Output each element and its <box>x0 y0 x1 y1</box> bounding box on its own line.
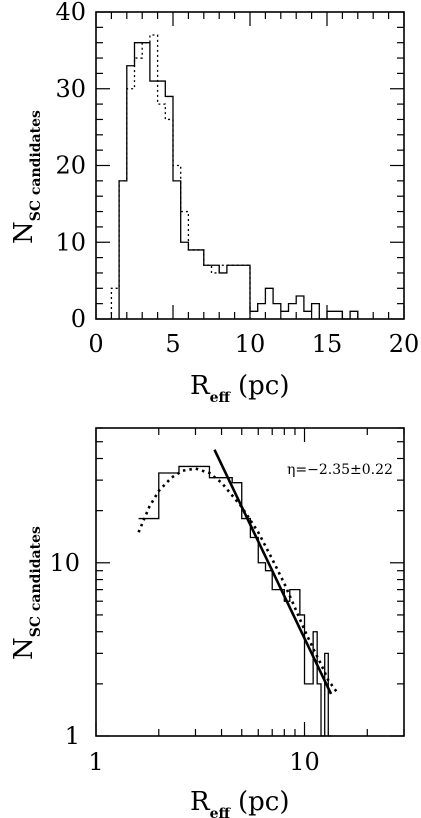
bottom-plot-frame <box>95 427 405 737</box>
top-histogram-panel: 0 5 10 15 20 0 10 20 30 40 Reff (pc) NSC candidat… <box>9 0 419 406</box>
histogram-bar <box>158 81 166 319</box>
y-tick-label: 20 <box>55 152 86 180</box>
histogram-bar <box>304 311 312 319</box>
histogram-bar <box>312 304 320 319</box>
top-ticks <box>95 11 405 320</box>
y-tick-label: 1 <box>65 722 80 750</box>
histogram-bar <box>296 296 304 319</box>
bottom-fit-lines <box>137 449 340 695</box>
x-tick-label: 10 <box>289 748 320 776</box>
histogram-bar <box>135 43 143 319</box>
histogram-bar <box>165 96 173 319</box>
x-tick-label: 5 <box>165 330 180 358</box>
x-tick-label: 20 <box>389 330 420 358</box>
x-tick-label: 1 <box>88 748 103 776</box>
top-solid-histogram <box>118 42 359 320</box>
bottom-solid-histogram <box>138 465 332 737</box>
histogram-bar <box>181 242 189 319</box>
histogram-bar <box>265 288 273 319</box>
histogram-bar <box>235 265 243 319</box>
histogram-outline <box>118 42 359 320</box>
y-tick-label: 10 <box>49 549 80 577</box>
slope-annotation: η=−2.35±0.22 <box>287 462 393 478</box>
histogram-bar <box>212 265 220 319</box>
histogram-bar <box>289 304 297 319</box>
power-law-fit-line <box>213 449 333 695</box>
histogram-bar <box>250 311 258 319</box>
histogram-bar <box>227 265 235 319</box>
histogram-bar <box>188 250 196 319</box>
bottom-ticks <box>95 427 405 737</box>
histogram-bar <box>273 304 281 319</box>
histogram-bar <box>327 311 335 319</box>
histogram-bar <box>119 181 127 319</box>
bottom-x-axis-label: Reff (pc) <box>190 787 289 818</box>
y-tick-label: 0 <box>71 305 86 333</box>
histogram-outline <box>138 465 332 737</box>
x-tick-label: 15 <box>312 330 343 358</box>
histogram-bar <box>142 43 150 319</box>
y-tick-label: 10 <box>55 228 86 256</box>
histogram-bar <box>173 181 181 319</box>
histogram-bar <box>350 311 358 319</box>
x-tick-label: 0 <box>88 330 103 358</box>
y-tick-label: 30 <box>55 75 86 103</box>
bottom-x-tick-labels: 1 10 <box>88 748 319 776</box>
bottom-loglog-panel: 1 10 1 10 η=−2.35±0.22 Reff (pc) NSC candid… <box>9 427 405 818</box>
histogram-bar <box>242 265 250 319</box>
histogram-bar <box>258 304 266 319</box>
histogram-bar <box>150 81 158 319</box>
top-x-tick-labels: 0 5 10 15 20 <box>88 330 419 358</box>
histogram-bar <box>281 311 289 319</box>
dotted-model-curve <box>137 467 340 695</box>
histogram-bar <box>335 311 343 319</box>
histogram-bar <box>204 265 212 319</box>
histogram-bar <box>111 288 119 319</box>
bottom-y-axis-label: NSC candidates <box>9 526 44 660</box>
y-tick-label: 40 <box>55 0 86 26</box>
x-tick-label: 10 <box>235 330 266 358</box>
top-y-tick-labels: 0 10 20 30 40 <box>55 0 86 333</box>
histogram-bar <box>196 250 204 319</box>
histogram-bar <box>219 273 227 319</box>
top-y-axis-label: NSC candidates <box>9 110 44 244</box>
bottom-y-tick-labels: 1 10 <box>49 549 80 750</box>
top-x-axis-label: Reff (pc) <box>190 371 289 406</box>
histogram-bar <box>127 66 135 319</box>
